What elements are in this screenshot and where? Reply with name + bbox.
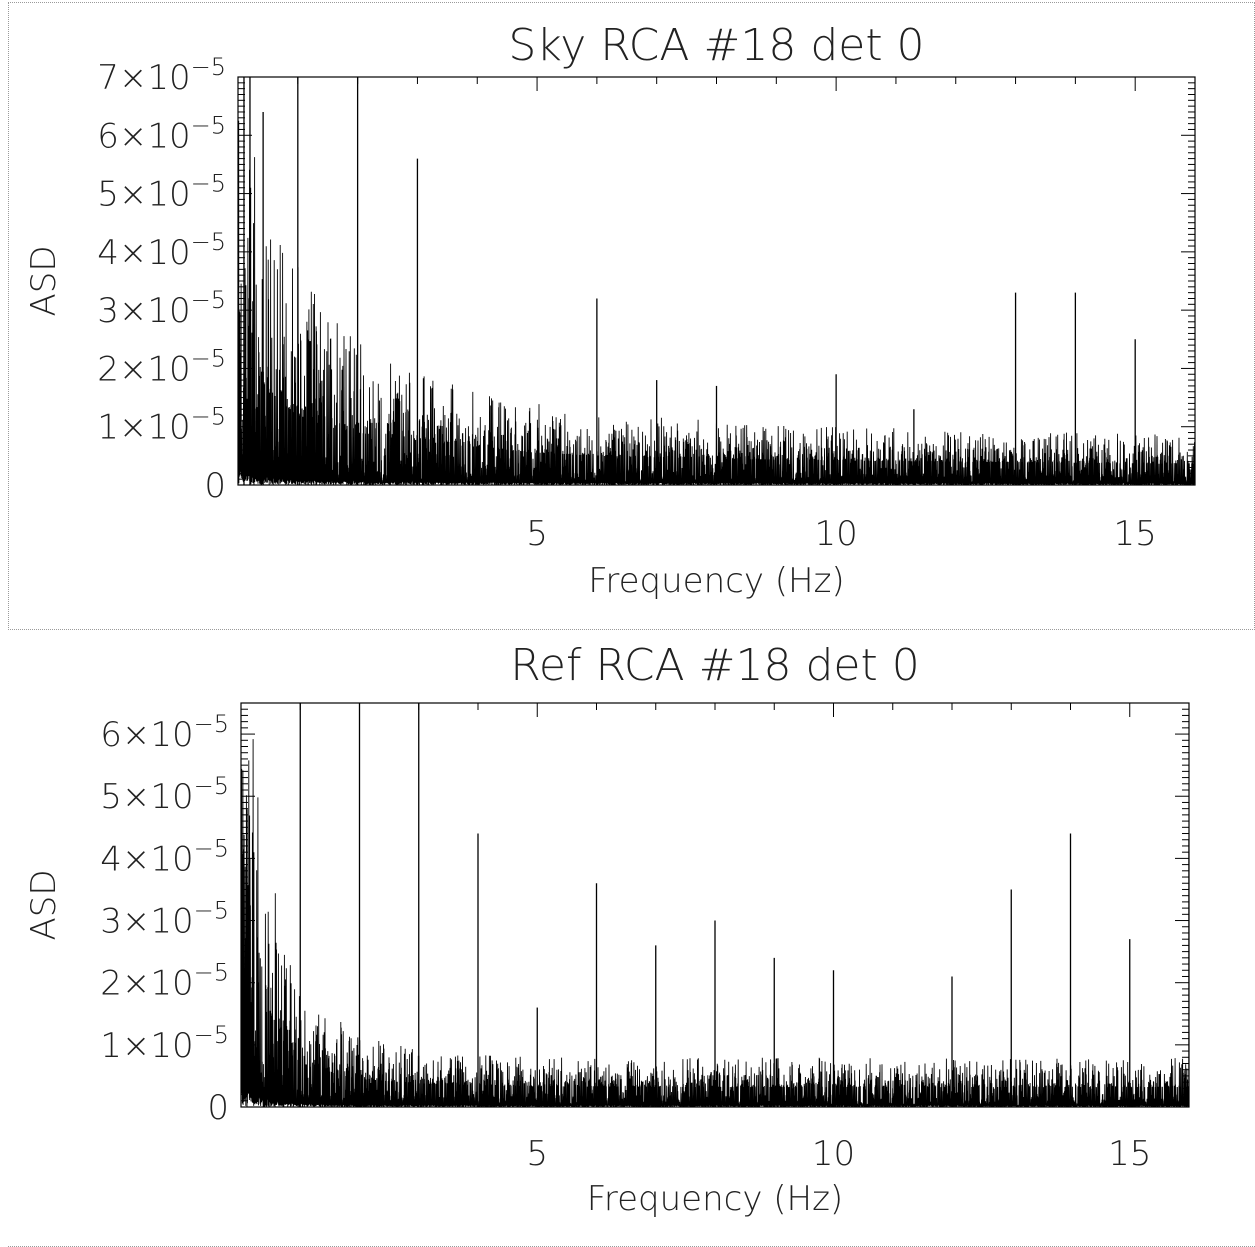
- x-tick-label: 15: [1108, 1134, 1151, 1174]
- y-axis-label: ASD: [24, 245, 64, 316]
- y-tick-label: 1×10−5: [100, 1021, 229, 1066]
- ref-asd-chart: Ref RCA #18 det 0 5 10 15 0 1×10−5 2×10−5 3×10−…: [24, 640, 1190, 1219]
- x-tick-label: 5: [526, 514, 548, 554]
- y-tick-label: 0: [204, 466, 226, 506]
- x-tick-label: 10: [814, 514, 857, 554]
- y-tick-label: 4×10−5: [100, 834, 229, 879]
- y-tick-label: 3×10−5: [97, 286, 226, 331]
- x-tick-label: 5: [526, 1134, 548, 1174]
- x-axis-label: Frequency (Hz): [588, 561, 844, 601]
- chart-title: Ref RCA #18 det 0: [510, 640, 919, 691]
- sky-asd-chart: Sky RCA #18 det 0 5 10 15 0 1×10−5 2×10−5 3×10−…: [24, 20, 1196, 601]
- y-tick-label: 0: [207, 1088, 229, 1128]
- y-tick-label: 7×10−5: [97, 53, 226, 98]
- y-tick-label: 6×10−5: [97, 111, 226, 156]
- x-tick-label: 10: [812, 1134, 855, 1174]
- asd-series: [238, 77, 1195, 485]
- y-tick-label: 1×10−5: [97, 403, 226, 448]
- x-axis-label: Frequency (Hz): [587, 1179, 843, 1219]
- y-tick-label: 5×10−5: [97, 170, 226, 215]
- y-tick-label: 5×10−5: [100, 772, 229, 817]
- y-tick-label: 2×10−5: [100, 959, 229, 1004]
- y-tick-label: 6×10−5: [100, 710, 229, 755]
- y-axis-label: ASD: [24, 869, 64, 940]
- y-tick-label: 3×10−5: [100, 897, 229, 942]
- y-tick-label: 4×10−5: [97, 228, 226, 273]
- asd-series: [241, 703, 1189, 1107]
- x-tick-label: 15: [1114, 514, 1157, 554]
- y-tick-label: 2×10−5: [97, 344, 226, 389]
- chart-title: Sky RCA #18 det 0: [508, 20, 924, 71]
